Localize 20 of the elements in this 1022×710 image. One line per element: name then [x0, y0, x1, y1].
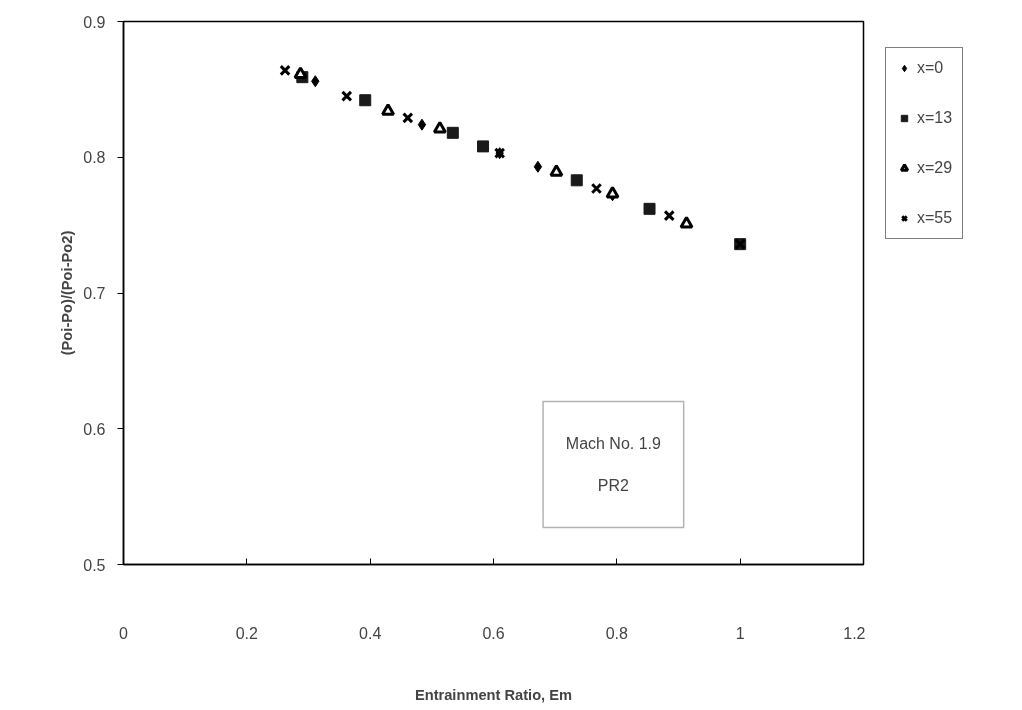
x-tick-label: 0.2 — [235, 624, 259, 642]
x-tick-label: 0.4 — [359, 624, 382, 642]
y-tick-label: 0.7 — [83, 285, 106, 302]
y-axis-title: (Poi-Po)/(Poi-Po2) — [59, 230, 76, 356]
legend-label: x=0 — [917, 59, 944, 77]
x-tick-label: 0.6 — [482, 624, 505, 642]
annotation: PR2 — [597, 477, 630, 495]
y-tick-label: 0.5 — [83, 556, 106, 574]
x-tick-label: 1 — [735, 624, 745, 642]
legend-label: x=13 — [917, 109, 953, 127]
y-tick-label: 0.8 — [83, 149, 106, 167]
annotation: Mach No. 1.9 — [565, 435, 662, 453]
x-tick-label: 1.2 — [843, 624, 866, 642]
legend-label: x=55 — [917, 209, 953, 227]
legend-label: x=29 — [917, 159, 953, 177]
y-tick-label: 0.9 — [83, 13, 106, 31]
x-tick-label: 0 — [119, 624, 129, 642]
x-axis-title: Entrainment Ratio, Em — [414, 686, 573, 703]
y-tick-label: 0.6 — [83, 420, 106, 438]
x-tick-label: 0.8 — [605, 624, 629, 642]
